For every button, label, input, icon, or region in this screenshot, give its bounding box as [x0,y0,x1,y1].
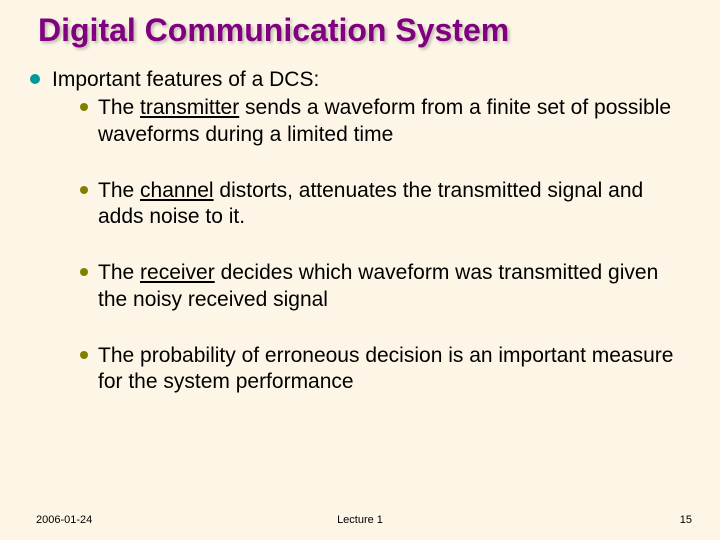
sub-list: The transmitter sends a waveform from a … [52,95,692,395]
sub-list-item: The receiver decides which waveform was … [80,260,692,313]
sub-list-item: The transmitter sends a waveform from a … [80,95,692,148]
bullet-icon [30,74,40,84]
sub-item-text: The probability of erroneous decision is… [98,343,692,396]
sub-item-underlined: transmitter [140,96,239,119]
footer-date: 2006-01-24 [36,514,92,526]
bullet-icon [80,103,88,111]
bullet-icon [80,268,88,276]
sub-item-text: The channel distorts, attenuates the tra… [98,178,692,231]
bullet-icon [80,186,88,194]
bullet-icon [80,351,88,359]
main-list-item: Important features of a DCS: The transmi… [30,67,692,395]
sub-item-post: The probability of erroneous decision is… [98,344,673,393]
sub-item-pre: The [98,96,140,119]
footer-page: 15 [680,514,692,526]
sub-item-pre: The [98,179,140,202]
sub-item-underlined: channel [140,179,214,202]
sub-item-underlined: receiver [140,261,215,284]
footer: 2006-01-24 Lecture 1 15 [0,514,720,526]
main-item-text: Important features of a DCS: [52,67,692,93]
sub-list-item: The channel distorts, attenuates the tra… [80,178,692,231]
sub-item-text: The transmitter sends a waveform from a … [98,95,692,148]
sub-item-text: The receiver decides which waveform was … [98,260,692,313]
sub-item-pre: The [98,261,140,284]
sub-list-item: The probability of erroneous decision is… [80,343,692,396]
footer-lecture: Lecture 1 [337,514,383,526]
main-list: Important features of a DCS: The transmi… [28,67,692,395]
slide: Digital Communication System Important f… [0,0,720,540]
slide-title: Digital Communication System [38,12,692,49]
